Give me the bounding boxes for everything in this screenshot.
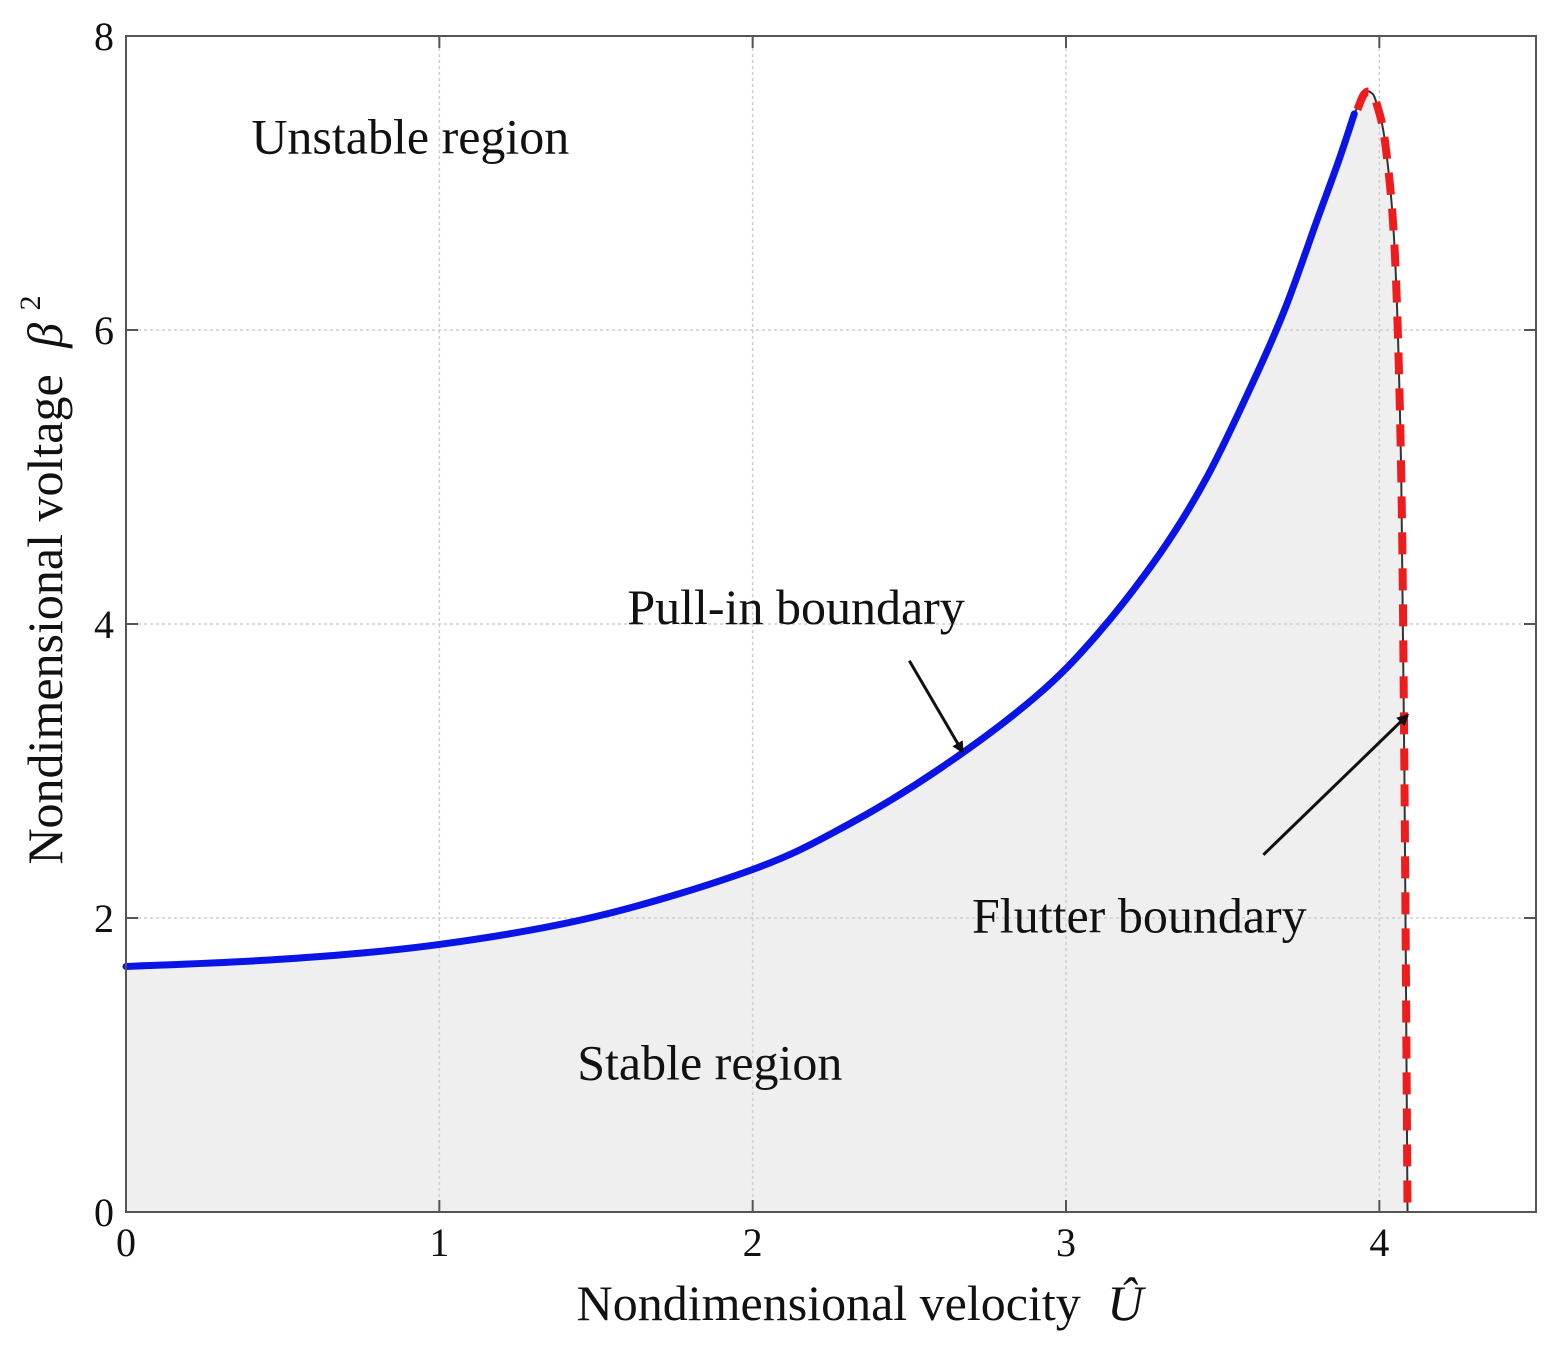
- x-tick-label: 0: [116, 1220, 136, 1265]
- stable-region-fill: [126, 91, 1408, 1213]
- stable-region-label: Stable region: [577, 1035, 842, 1091]
- x-tick-label: 1: [429, 1220, 449, 1265]
- x-tick-label: 3: [1056, 1220, 1076, 1265]
- y-tick-label: 8: [94, 14, 114, 59]
- x-tick-label: 2: [743, 1220, 763, 1265]
- y-tick-label: 0: [94, 1190, 114, 1235]
- unstable-region-label: Unstable region: [251, 109, 569, 165]
- pull-in-boundary-label: Pull-in boundary: [627, 579, 964, 635]
- y-tick-label: 6: [94, 308, 114, 353]
- flutter-boundary-line: [1353, 87, 1412, 1213]
- flutter-arrow: [1262, 713, 1409, 856]
- x-tick-label: 4: [1369, 1220, 1389, 1265]
- y-tick-label: 2: [94, 896, 114, 941]
- y-tick-label: 4: [94, 602, 114, 647]
- pull-in-arrow: [908, 659, 964, 754]
- pull-in-boundary-line: [122, 110, 1358, 971]
- y-axis-label: Nondimensional voltage β 2: [14, 295, 73, 864]
- x-axis-label: Nondimensional velocity Û: [577, 1275, 1147, 1331]
- flutter-boundary-label: Flutter boundary: [972, 888, 1307, 944]
